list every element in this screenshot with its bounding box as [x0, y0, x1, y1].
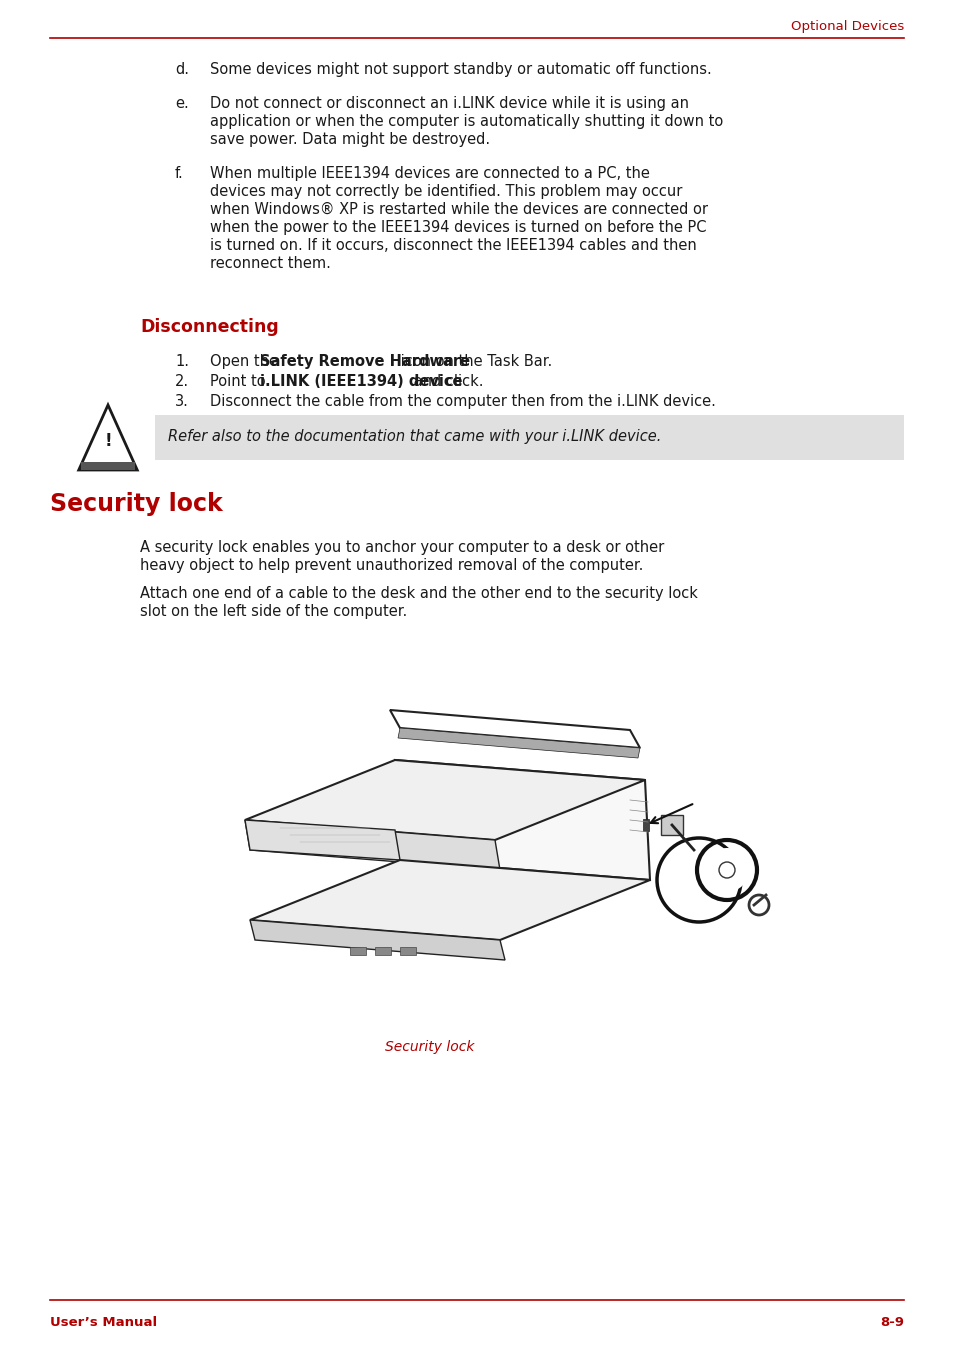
Text: when the power to the IEEE1394 devices is turned on before the PC: when the power to the IEEE1394 devices i… [210, 220, 706, 235]
Text: Disconnecting: Disconnecting [140, 317, 278, 336]
Text: f.: f. [174, 166, 184, 181]
Polygon shape [245, 761, 644, 840]
Text: When multiple IEEE1394 devices are connected to a PC, the: When multiple IEEE1394 devices are conne… [210, 166, 649, 181]
Text: Disconnect the cable from the computer then from the i.LINK device.: Disconnect the cable from the computer t… [210, 394, 715, 409]
Polygon shape [81, 462, 135, 470]
Text: 3.: 3. [174, 394, 189, 409]
Polygon shape [397, 728, 639, 758]
Text: i.LINK (IEEE1394) device: i.LINK (IEEE1394) device [259, 374, 462, 389]
Text: d.: d. [174, 62, 189, 77]
Text: Attach one end of a cable to the desk and the other end to the security lock: Attach one end of a cable to the desk an… [140, 586, 698, 601]
Polygon shape [390, 711, 639, 748]
Text: Do not connect or disconnect an i.LINK device while it is using an: Do not connect or disconnect an i.LINK d… [210, 96, 688, 111]
Text: is turned on. If it occurs, disconnect the IEEE1394 cables and then: is turned on. If it occurs, disconnect t… [210, 238, 696, 253]
Text: Security lock: Security lock [50, 492, 222, 516]
Bar [399, 947, 416, 955]
Bar [375, 947, 391, 955]
Text: Safety Remove Hardware: Safety Remove Hardware [259, 354, 470, 369]
Polygon shape [79, 405, 137, 470]
Text: User’s Manual: User’s Manual [50, 1316, 157, 1329]
Polygon shape [245, 820, 499, 870]
Text: when Windows® XP is restarted while the devices are connected or: when Windows® XP is restarted while the … [210, 203, 707, 218]
Text: A security lock enables you to anchor your computer to a desk or other: A security lock enables you to anchor yo… [140, 540, 663, 555]
Text: 2.: 2. [174, 374, 189, 389]
Text: icon on the Task Bar.: icon on the Task Bar. [395, 354, 552, 369]
Text: application or when the computer is automatically shutting it down to: application or when the computer is auto… [210, 113, 722, 128]
Text: Security lock: Security lock [385, 1040, 475, 1054]
Text: !: ! [104, 431, 112, 450]
Circle shape [719, 862, 734, 878]
FancyBboxPatch shape [154, 415, 903, 459]
Text: Optional Devices: Optional Devices [790, 20, 903, 32]
Text: save power. Data might be destroyed.: save power. Data might be destroyed. [210, 132, 490, 147]
Polygon shape [250, 861, 649, 940]
Polygon shape [395, 761, 649, 880]
Text: devices may not correctly be identified. This problem may occur: devices may not correctly be identified.… [210, 184, 681, 199]
Bar [642, 819, 648, 831]
Text: slot on the left side of the computer.: slot on the left side of the computer. [140, 604, 407, 619]
Polygon shape [245, 820, 399, 861]
Text: e.: e. [174, 96, 189, 111]
Text: Point to: Point to [210, 374, 270, 389]
Bar [660, 815, 682, 835]
Text: reconnect them.: reconnect them. [210, 255, 331, 272]
Bar [350, 947, 366, 955]
Text: Open the: Open the [210, 354, 282, 369]
Text: Some devices might not support standby or automatic off functions.: Some devices might not support standby o… [210, 62, 711, 77]
Text: Refer also to the documentation that came with your i.LINK device.: Refer also to the documentation that cam… [168, 430, 660, 444]
Polygon shape [250, 920, 504, 961]
Text: and click.: and click. [408, 374, 483, 389]
Text: heavy object to help prevent unauthorized removal of the computer.: heavy object to help prevent unauthorize… [140, 558, 642, 573]
Circle shape [704, 848, 748, 892]
Text: 8-9: 8-9 [879, 1316, 903, 1329]
Text: 1.: 1. [174, 354, 189, 369]
